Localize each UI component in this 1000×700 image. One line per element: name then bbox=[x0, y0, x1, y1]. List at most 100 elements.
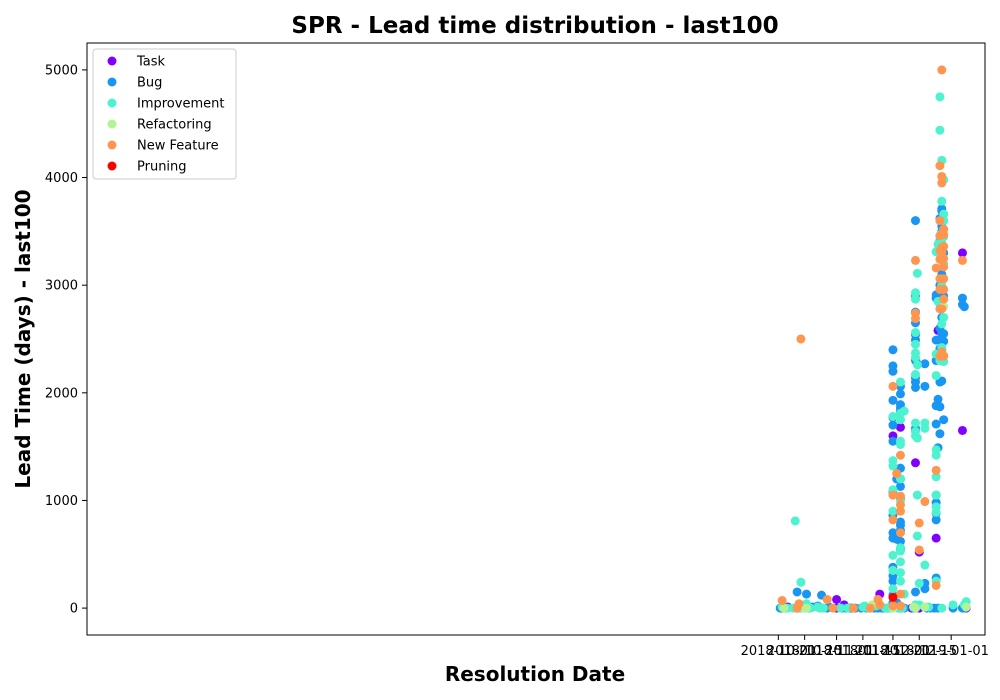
point-new-feature-56 bbox=[939, 294, 949, 304]
point-task-16 bbox=[910, 458, 920, 468]
point-new-feature-21 bbox=[895, 601, 905, 611]
x-axis-ticks: 2018-10-012018-10-152018-11-012018-11-15… bbox=[741, 635, 989, 659]
point-new-feature-15 bbox=[895, 450, 905, 460]
point-improvement-79 bbox=[931, 450, 941, 460]
point-improvement-107 bbox=[948, 600, 958, 610]
point-improvement-47 bbox=[895, 576, 905, 586]
y-axis-title: Lead Time (days) - last100 bbox=[11, 189, 35, 488]
point-bug-123 bbox=[957, 293, 967, 303]
point-bug-6 bbox=[802, 589, 812, 599]
x-tick-label-5: 2018-12-15 bbox=[881, 644, 957, 659]
legend-label-3: Refactoring bbox=[137, 118, 212, 133]
point-refactoring-7 bbox=[910, 603, 920, 613]
x-axis-title: Resolution Date bbox=[445, 662, 625, 686]
point-new-feature-12 bbox=[888, 515, 898, 525]
point-improvement-31 bbox=[888, 550, 898, 560]
point-new-feature-40 bbox=[937, 65, 947, 75]
point-bug-78 bbox=[920, 381, 930, 391]
point-improvement-40 bbox=[895, 439, 905, 449]
point-new-feature-9 bbox=[875, 600, 885, 610]
y-tick-label-2: 2000 bbox=[45, 386, 78, 401]
point-new-feature-17 bbox=[895, 500, 905, 510]
point-new-feature-7 bbox=[865, 603, 875, 613]
point-improvement-64 bbox=[912, 360, 922, 370]
point-improvement-71 bbox=[920, 423, 930, 433]
point-improvement-65 bbox=[912, 433, 922, 443]
point-improvement-80 bbox=[931, 472, 941, 482]
point-improvement-72 bbox=[920, 560, 930, 570]
point-bug-93 bbox=[931, 515, 941, 525]
point-improvement-77 bbox=[931, 371, 941, 381]
point-improvement-32 bbox=[888, 565, 898, 575]
data-points-layer bbox=[775, 65, 971, 613]
legend-marker-3 bbox=[107, 119, 117, 129]
point-new-feature-58 bbox=[957, 255, 967, 265]
point-improvement-45 bbox=[895, 557, 905, 567]
legend-marker-0 bbox=[107, 56, 117, 66]
point-improvement-55 bbox=[910, 339, 920, 349]
point-new-feature-55 bbox=[939, 284, 949, 294]
point-improvement-83 bbox=[931, 507, 941, 517]
point-bug-29 bbox=[888, 395, 898, 405]
point-improvement-38 bbox=[895, 415, 905, 425]
point-task-20 bbox=[931, 533, 941, 543]
legend-marker-5 bbox=[107, 161, 117, 171]
point-improvement-87 bbox=[935, 92, 945, 102]
point-new-feature-51 bbox=[939, 241, 949, 251]
point-bug-32 bbox=[888, 436, 898, 446]
point-improvement-50 bbox=[899, 406, 909, 416]
point-new-feature-19 bbox=[895, 528, 905, 538]
legend-marker-1 bbox=[107, 77, 117, 87]
legend-label-4: New Feature bbox=[137, 139, 219, 154]
point-new-feature-31 bbox=[935, 161, 945, 171]
x-tick-label-1: 2018-10-15 bbox=[767, 644, 843, 659]
point-improvement-53 bbox=[910, 294, 920, 304]
point-new-feature-14 bbox=[892, 469, 902, 479]
point-refactoring-11 bbox=[961, 602, 971, 612]
point-new-feature-26 bbox=[914, 545, 924, 555]
point-new-feature-11 bbox=[888, 490, 898, 500]
point-new-feature-57 bbox=[939, 351, 949, 361]
point-new-feature-24 bbox=[910, 314, 920, 324]
point-pruning-0 bbox=[888, 592, 898, 602]
point-task-22 bbox=[957, 248, 967, 258]
point-new-feature-3 bbox=[796, 334, 806, 344]
point-new-feature-42 bbox=[937, 178, 947, 188]
point-improvement-59 bbox=[910, 418, 920, 428]
point-new-feature-47 bbox=[937, 304, 947, 314]
point-bug-119 bbox=[939, 329, 949, 339]
point-improvement-81 bbox=[931, 490, 941, 500]
point-new-feature-22 bbox=[910, 255, 920, 265]
point-refactoring-3 bbox=[802, 603, 812, 613]
y-tick-label-1: 1000 bbox=[45, 494, 78, 509]
point-improvement-63 bbox=[912, 268, 922, 278]
point-new-feature-28 bbox=[931, 263, 941, 273]
y-axis-ticks: 0 1000 2000 3000 4000 5000 bbox=[45, 63, 87, 617]
point-bug-3 bbox=[792, 587, 802, 597]
y-tick-label-0: 0 bbox=[70, 602, 78, 617]
legend-box bbox=[92, 48, 237, 180]
point-bug-47 bbox=[895, 389, 905, 399]
legend-label-1: Bug bbox=[137, 76, 162, 91]
point-bug-95 bbox=[933, 394, 943, 404]
point-task-23 bbox=[957, 425, 967, 435]
point-new-feature-0 bbox=[777, 596, 787, 606]
point-bug-105 bbox=[935, 402, 945, 412]
point-improvement-52 bbox=[910, 288, 920, 298]
point-bug-89 bbox=[931, 419, 941, 429]
point-improvement-16 bbox=[835, 603, 845, 613]
point-new-feature-10 bbox=[888, 381, 898, 391]
point-bug-126 bbox=[959, 302, 969, 312]
point-refactoring-8 bbox=[920, 602, 930, 612]
point-bug-121 bbox=[939, 415, 949, 425]
point-bug-28 bbox=[888, 366, 898, 376]
point-new-feature-27 bbox=[920, 497, 930, 507]
chart-title: SPR - Lead time distribution - last100 bbox=[291, 13, 778, 39]
point-improvement-105 bbox=[939, 312, 949, 322]
point-improvement-68 bbox=[914, 578, 924, 588]
point-improvement-36 bbox=[895, 377, 905, 387]
legend-marker-4 bbox=[107, 140, 117, 150]
y-tick-label-5: 5000 bbox=[45, 63, 78, 78]
point-improvement-66 bbox=[912, 490, 922, 500]
